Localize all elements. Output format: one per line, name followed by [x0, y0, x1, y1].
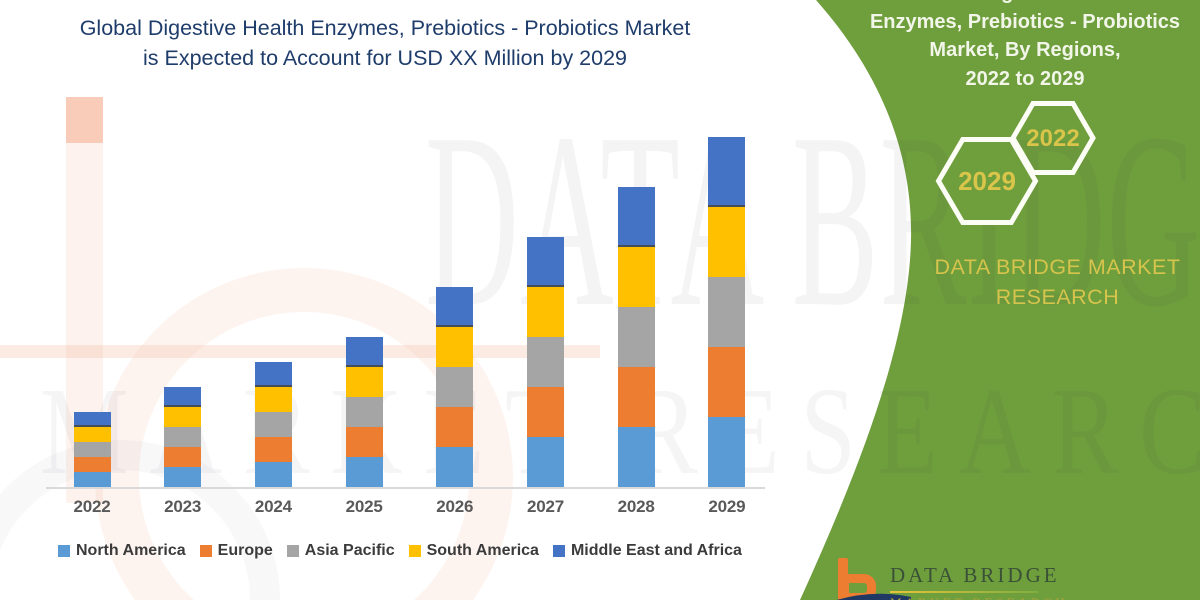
x-axis-label-2024: 2024 [254, 497, 292, 516]
bar-segment-asia-pacific [708, 277, 746, 347]
legend-label-asia-pacific: Asia Pacific [304, 542, 395, 559]
bar-segment-asia-pacific [436, 367, 474, 407]
bar-segment-asia-pacific [73, 442, 111, 457]
bar-segment-north-america [164, 467, 202, 487]
bar-segment-middle-east-and-africa [164, 387, 202, 407]
bar-segment-europe [617, 367, 655, 427]
legend-item-middle-east-and-africa: Middle East and Africa [552, 542, 742, 560]
bar-2025 [345, 337, 383, 487]
page-title-line1: Global Digestive Health Enzymes, Prebiot… [79, 16, 691, 40]
bar-segment-north-america [73, 472, 111, 487]
legend-swatch-south-america [408, 545, 421, 557]
x-axis-label-2029: 2029 [708, 497, 746, 516]
legend-label-north-america: North America [76, 542, 186, 559]
bar-segment-middle-east-and-africa [254, 362, 292, 387]
legend-item-north-america: North America [58, 542, 186, 560]
bar-2027 [527, 237, 564, 487]
bar-segment-south-america [527, 287, 564, 337]
bar-segment-north-america [254, 462, 292, 487]
bar-segment-south-america [73, 427, 111, 442]
chart-legend: North America Europe Asia Pacific South Ame… [58, 542, 742, 560]
x-axis-label-2025: 2025 [345, 497, 383, 516]
page-title-line2: is Expected to Account for USD XX Millio… [143, 46, 627, 70]
logo-wordmark-line1: DATA BRIDGE [890, 563, 1060, 587]
bar-segment-south-america [345, 367, 383, 397]
bar-segment-europe [708, 347, 746, 417]
legend-item-asia-pacific: Asia Pacific [286, 542, 395, 560]
bar-segment-asia-pacific [617, 307, 655, 367]
bar-segment-asia-pacific [254, 412, 292, 437]
x-axis-label-2028: 2028 [617, 497, 655, 516]
bar-segment-south-america [708, 207, 746, 277]
bar-segment-north-america [708, 417, 746, 487]
bar-segment-south-america [436, 327, 474, 367]
bar-2022 [73, 412, 111, 487]
bar-segment-north-america [345, 457, 383, 487]
bar-segment-south-america [617, 247, 655, 307]
bar-segment-south-america [164, 407, 202, 427]
bar-segment-europe [527, 387, 564, 437]
logo-wordmark-line2: MARKET RESEARCH [890, 595, 1065, 600]
bar-segment-north-america [436, 447, 474, 487]
bar-segment-europe [164, 447, 202, 467]
bar-2028 [617, 187, 655, 487]
legend-swatch-north-america [58, 545, 70, 557]
legend-swatch-asia-pacific [286, 545, 299, 557]
bar-segment-europe [345, 427, 383, 457]
bar-segment-middle-east-and-africa [617, 187, 655, 247]
bar-segment-europe [254, 437, 292, 462]
bar-segment-north-america [617, 427, 655, 487]
x-axis-label-2027: 2027 [526, 497, 565, 516]
bar-segment-north-america [527, 437, 564, 487]
bar-segment-asia-pacific [527, 337, 564, 387]
bar-segment-middle-east-and-africa [527, 237, 564, 287]
logo-divider [890, 591, 1038, 593]
bar-2023 [164, 387, 202, 487]
x-axis-line [46, 487, 765, 489]
legend-swatch-middle-east-and-africa [552, 545, 565, 557]
bar-segment-middle-east-and-africa [345, 337, 383, 367]
legend-label-south-america: South America [426, 542, 539, 559]
bar-segment-middle-east-and-africa [436, 287, 474, 327]
data-bridge-logo: DATA BRIDGE MARKET RESEARCH [833, 556, 1073, 600]
legend-label-middle-east-and-africa: Middle East and Africa [570, 542, 742, 559]
x-axis-label-2023: 2023 [164, 497, 202, 516]
bar-2024 [254, 362, 292, 487]
legend-swatch-europe [199, 545, 212, 557]
bar-segment-middle-east-and-africa [708, 137, 746, 207]
x-axis-label-2022: 2022 [73, 497, 111, 516]
bar-2029 [708, 137, 746, 487]
legend-item-europe: Europe [199, 542, 273, 560]
bar-segment-middle-east-and-africa [73, 412, 111, 427]
legend-label-europe: Europe [217, 542, 273, 559]
bar-segment-asia-pacific [164, 427, 202, 447]
x-axis-label-2026: 2026 [436, 497, 474, 516]
bar-2026 [436, 287, 474, 487]
legend-item-south-america: South America [408, 542, 539, 560]
bar-segment-asia-pacific [345, 397, 383, 427]
logo-wordmark: DATA BRIDGE MARKET RESEARCH [890, 563, 1065, 600]
bar-segment-europe [436, 407, 474, 447]
bar-segment-south-america [254, 387, 292, 412]
bar-segment-europe [73, 457, 111, 472]
page-title: Global Digestive Health Enzymes, Prebiot… [40, 13, 730, 73]
